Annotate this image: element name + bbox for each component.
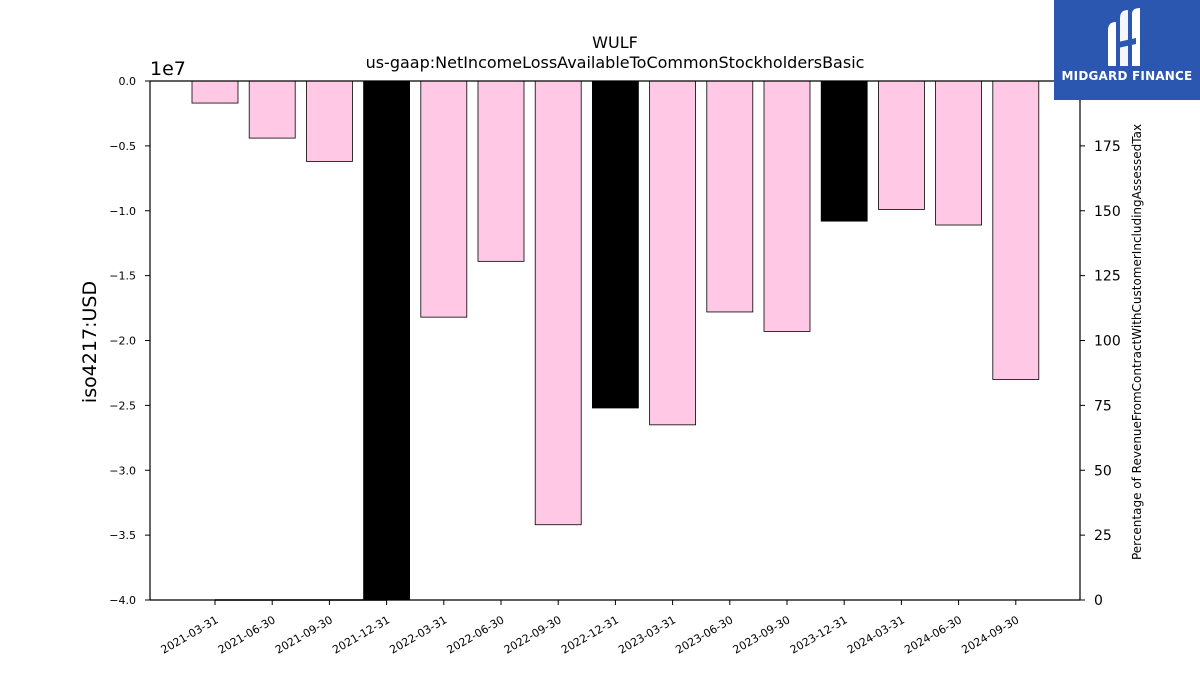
y2-tick-label: 125 bbox=[1094, 269, 1121, 285]
bar-2024-09-30 bbox=[992, 80, 1040, 380]
bar-2021-03-31 bbox=[191, 80, 239, 104]
bar-2021-06-30 bbox=[248, 80, 296, 139]
chart-subtitle: us-gaap:NetIncomeLossAvailableToCommonSt… bbox=[366, 53, 865, 72]
x-ticks-group: 2021-03-312021-06-302021-09-302021-12-31… bbox=[159, 600, 1021, 657]
y-tick-label: −3.5 bbox=[109, 529, 136, 542]
y-tick-label: −2.0 bbox=[109, 335, 136, 348]
bar-2023-12-31 bbox=[820, 80, 868, 222]
y2-tick-label: 75 bbox=[1094, 398, 1112, 414]
y-tick-label: −2.5 bbox=[109, 399, 136, 412]
y-tick-label: −4.0 bbox=[109, 594, 136, 607]
x-tick-label: 2021-06-30 bbox=[216, 613, 278, 656]
x-tick-label: 2024-06-30 bbox=[902, 613, 964, 656]
y-tick-label: −1.0 bbox=[109, 205, 136, 218]
chart-title: WULF bbox=[592, 33, 638, 52]
x-tick-label: 2023-12-31 bbox=[788, 613, 850, 656]
x-tick-label: 2022-06-30 bbox=[445, 613, 507, 656]
y2-tick-label: 25 bbox=[1094, 528, 1112, 544]
bar-2021-09-30 bbox=[305, 80, 353, 162]
bar-2024-03-31 bbox=[878, 80, 925, 210]
y2-axis-label: Percentage of RevenueFromContractWithCus… bbox=[1130, 124, 1144, 560]
y-tick-label: −3.0 bbox=[109, 464, 136, 477]
x-tick-label: 2021-12-31 bbox=[330, 613, 392, 656]
bar-2022-09-30 bbox=[534, 80, 582, 526]
x-tick-label: 2023-09-30 bbox=[731, 613, 793, 656]
x-tick-label: 2022-12-31 bbox=[559, 613, 621, 656]
bar-2023-03-31 bbox=[649, 80, 696, 426]
bar-2022-12-31 bbox=[592, 80, 639, 409]
y2-tick-label: 50 bbox=[1094, 463, 1112, 479]
midgard-logo: MIDGARD FINANCE bbox=[1054, 0, 1200, 100]
logo-text: MIDGARD FINANCE bbox=[1061, 69, 1193, 83]
y2-tick-label: 100 bbox=[1094, 334, 1121, 350]
x-tick-label: 2021-09-30 bbox=[273, 613, 335, 656]
y-tick-label: −0.5 bbox=[109, 140, 136, 153]
bar-2022-06-30 bbox=[477, 80, 525, 262]
y2-ticks-group: 0 25 50 75 100 125 150 175 bbox=[1080, 139, 1121, 609]
y-tick-label: −1.5 bbox=[109, 270, 136, 283]
x-tick-label: 2022-03-31 bbox=[387, 613, 449, 656]
y-offset-label: 1e7 bbox=[150, 58, 186, 80]
bars-group bbox=[191, 80, 1040, 601]
bar-2024-06-30 bbox=[935, 80, 982, 226]
x-tick-label: 2021-03-31 bbox=[159, 613, 221, 656]
bar-2022-03-31 bbox=[420, 80, 468, 318]
bar-2021-12-31 bbox=[363, 80, 411, 601]
y-ticks-group: 0.0 −0.5 −1.0 −1.5 −2.0 −2.5 −3.0 −3.5 −4.0 bbox=[109, 75, 150, 607]
x-tick-label: 2023-06-30 bbox=[673, 613, 735, 656]
x-tick-label: 2024-09-30 bbox=[959, 613, 1021, 656]
y2-tick-label: 0 bbox=[1094, 593, 1103, 609]
y-tick-label: 0.0 bbox=[119, 75, 137, 88]
y-axis-label: iso4217:USD bbox=[79, 281, 101, 403]
x-tick-label: 2022-09-30 bbox=[502, 613, 564, 656]
x-tick-label: 2024-03-31 bbox=[845, 613, 907, 656]
bar-2023-09-30 bbox=[763, 80, 811, 332]
x-tick-label: 2023-03-31 bbox=[616, 613, 678, 656]
bar-2023-06-30 bbox=[706, 80, 754, 313]
y2-tick-label: 150 bbox=[1094, 204, 1121, 220]
y2-tick-label: 175 bbox=[1094, 139, 1121, 155]
midgard-logo-icon bbox=[1108, 8, 1140, 66]
